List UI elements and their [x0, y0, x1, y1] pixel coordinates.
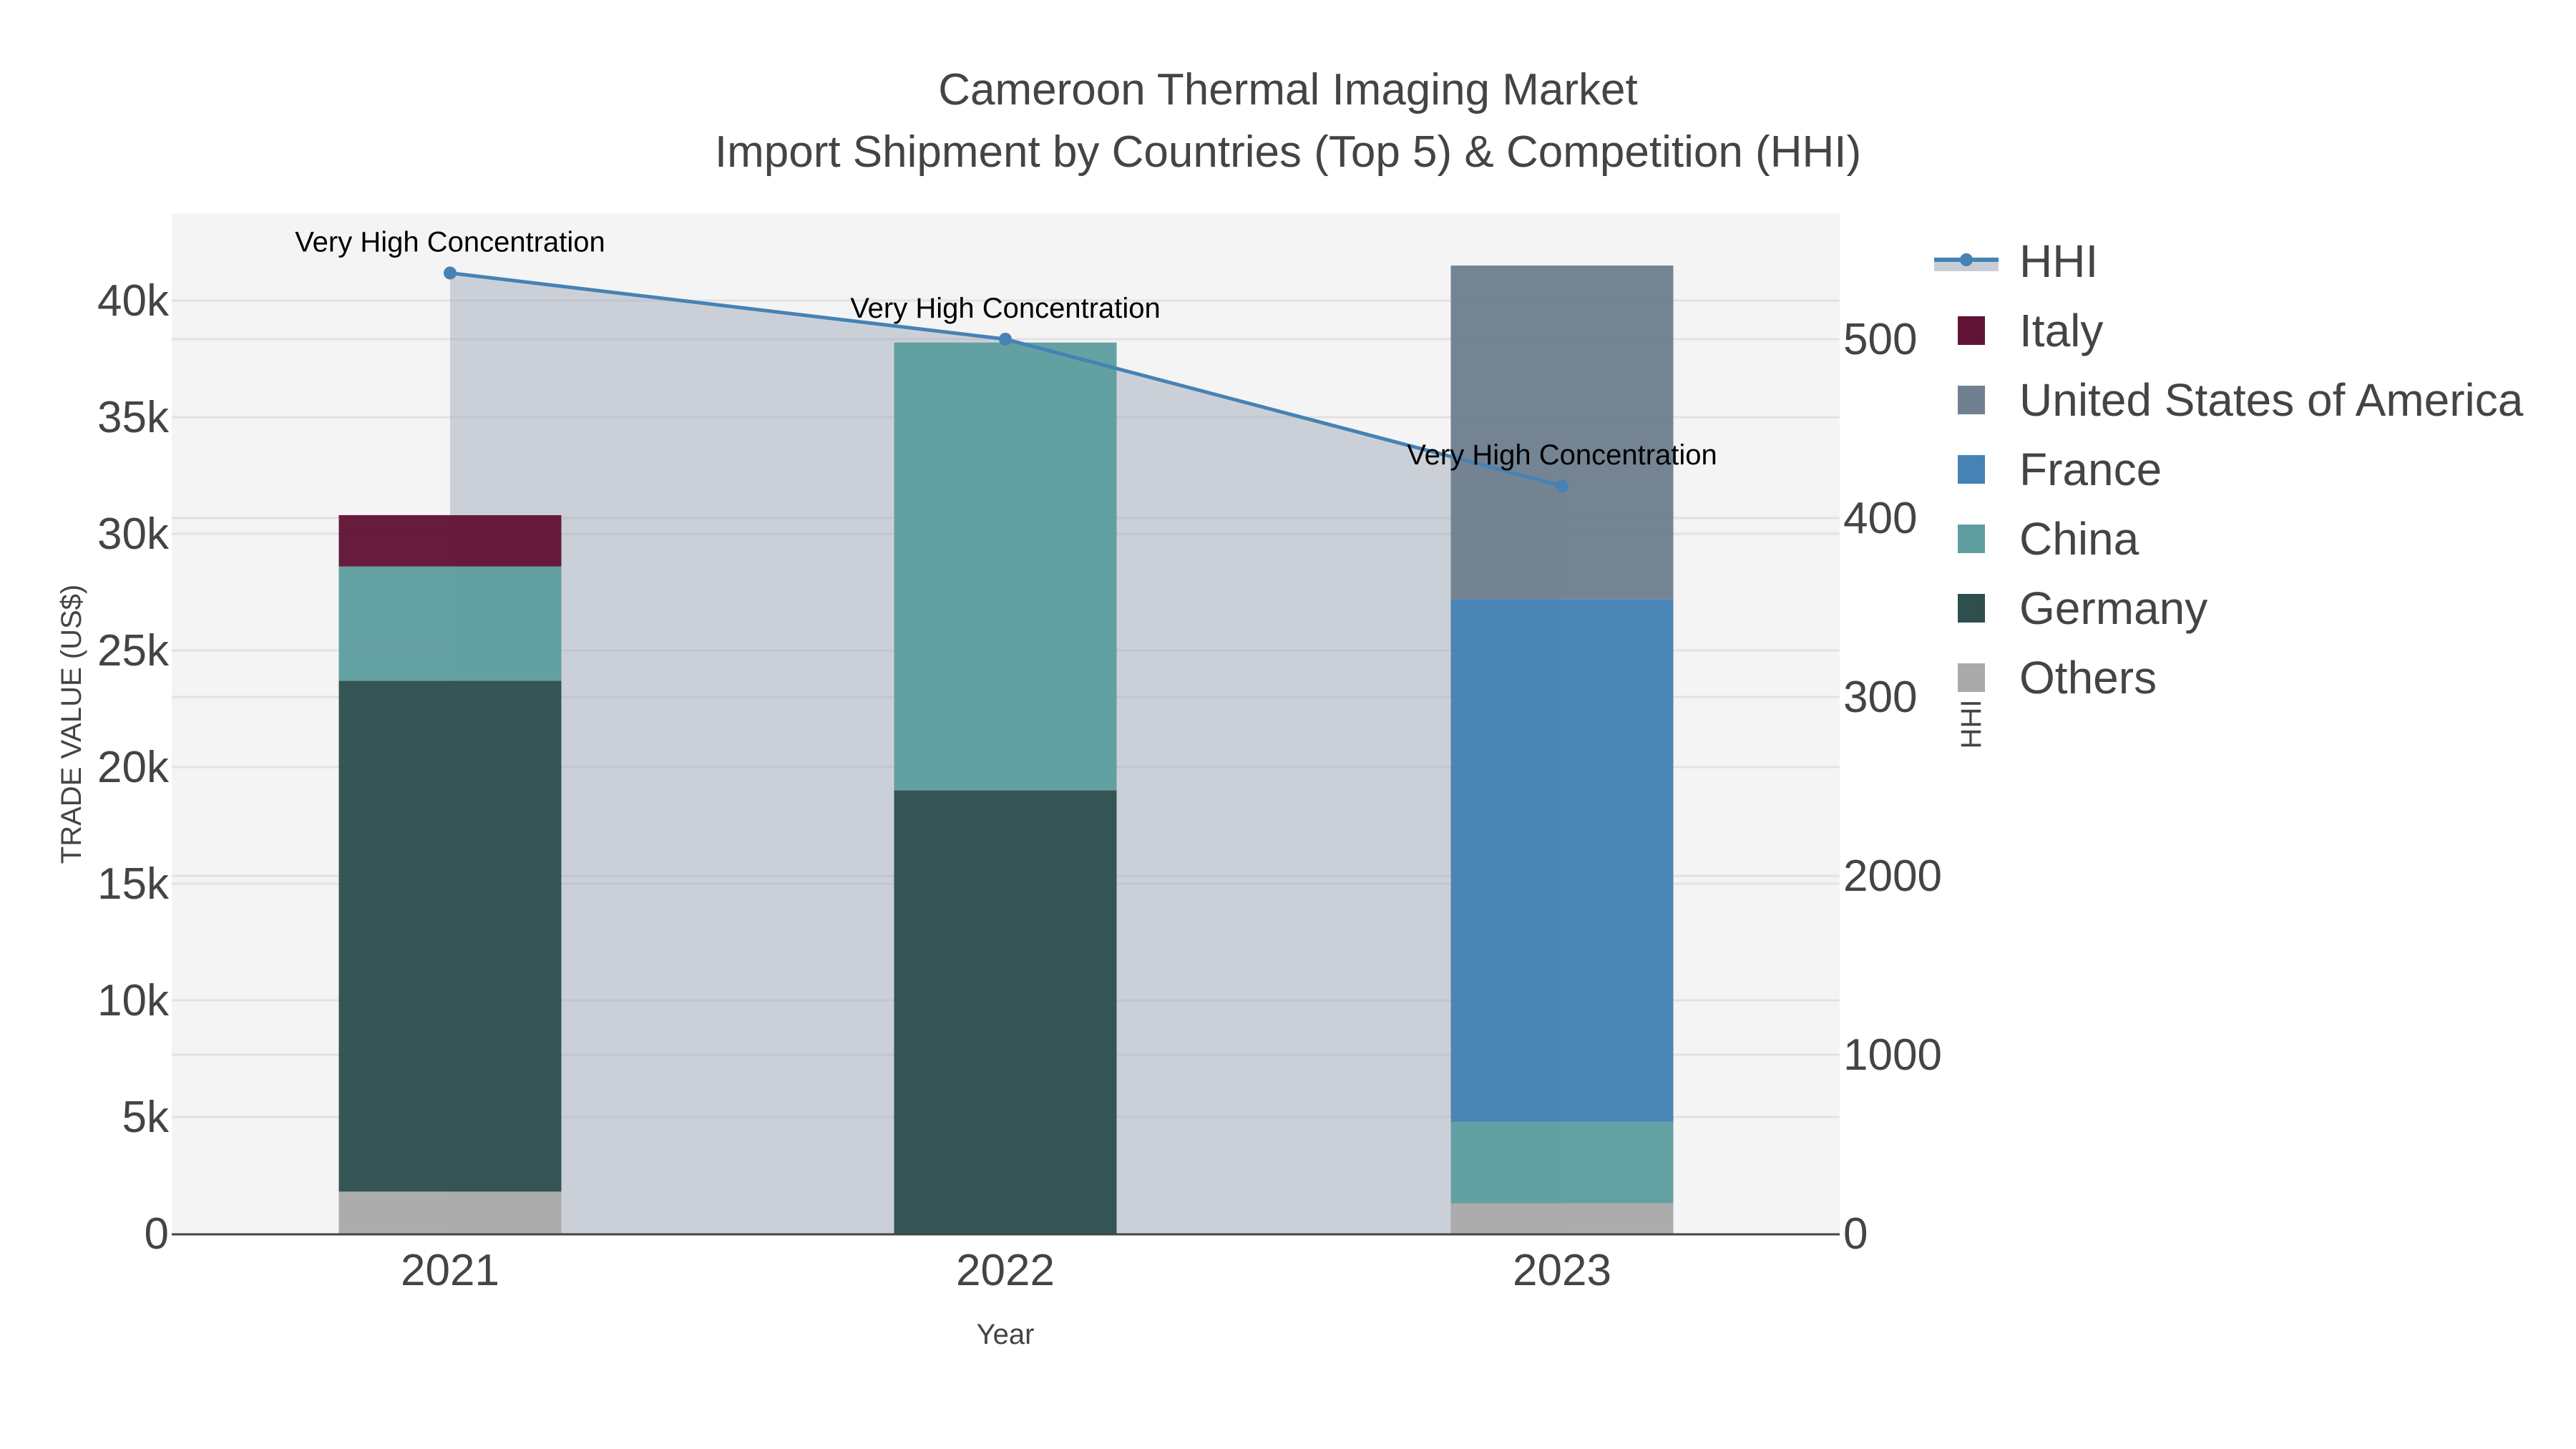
legend-swatch-icon: [1958, 316, 1985, 345]
legend-item-germany[interactable]: Germany: [1958, 582, 2207, 634]
x-tick-label: 2023: [1513, 1246, 1611, 1295]
legend-item-others[interactable]: Others: [1958, 652, 2157, 703]
legend-swatch-icon: [1958, 594, 1985, 623]
chart-subtitle: Import Shipment by Countries (Top 5) & C…: [715, 127, 1861, 177]
y-tick-label: 20k: [97, 743, 170, 792]
bar-segment-others[interactable]: [1450, 1203, 1674, 1234]
y-tick-label: 15k: [97, 859, 170, 909]
y2-tick-label: 400: [1843, 494, 1917, 543]
legend-item-china[interactable]: China: [1958, 513, 2140, 565]
legend-item-united-states-of-america[interactable]: United States of America: [1958, 374, 2524, 426]
legend-label: United States of America: [2019, 374, 2524, 426]
bar-segment-france[interactable]: [1450, 599, 1674, 1122]
x-tick-label: 2021: [401, 1246, 499, 1295]
bars: [338, 265, 1674, 1234]
legend-item-france[interactable]: France: [1958, 444, 2162, 495]
chart-title: Cameroon Thermal Imaging Market: [938, 65, 1637, 114]
legend-label: Italy: [2019, 305, 2103, 356]
y-tick-label: 25k: [97, 626, 170, 675]
bar-segment-china[interactable]: [894, 342, 1117, 791]
hhi-annotation: Very High Concentration: [850, 293, 1161, 324]
y-tick-label: 5k: [122, 1093, 170, 1142]
y2-tick-label: 300: [1843, 673, 1917, 722]
hhi-annotation: Very High Concentration: [295, 227, 605, 258]
legend-label: China: [2019, 513, 2140, 565]
y2-tick-label: 1000: [1843, 1030, 1942, 1080]
y2-tick-label: 2000: [1843, 852, 1942, 901]
legend-label: Others: [2019, 652, 2157, 703]
y-axis-ticks: 0 5k 10k 15k 20k 25k 30k 35k 40k: [97, 276, 170, 1259]
bar-segment-germany[interactable]: [338, 680, 562, 1192]
bar-segment-italy[interactable]: [338, 514, 562, 567]
hhi-marker[interactable]: [444, 266, 457, 280]
bar-segment-china[interactable]: [1450, 1121, 1674, 1204]
y2-axis-ticks: 0 1000 2000 300 400 500: [1843, 315, 1942, 1259]
y-tick-label: 35k: [97, 393, 170, 442]
legend-swatch-icon: [1958, 525, 1985, 553]
legend-swatch-icon: [1958, 386, 1985, 414]
y2-tick-label: 500: [1843, 315, 1917, 364]
x-axis-title: Year: [977, 1319, 1035, 1350]
y-tick-label: 30k: [97, 509, 170, 559]
legend-item-hhi[interactable]: HHI: [1934, 235, 2098, 287]
y-axis-title: TRADE VALUE (US$): [56, 585, 87, 864]
y-tick-label: 10k: [97, 976, 170, 1025]
legend-swatch-icon: [1958, 663, 1985, 692]
bar-segment-united-states-of-america[interactable]: [1450, 265, 1674, 600]
legend[interactable]: HHI Italy United States of America France Ch…: [1934, 235, 2524, 703]
legend-label: Germany: [2019, 582, 2207, 634]
bar-segment-china[interactable]: [338, 566, 562, 681]
y-tick-label: 0: [145, 1209, 169, 1259]
legend-item-italy[interactable]: Italy: [1958, 305, 2103, 356]
hhi-marker[interactable]: [1556, 479, 1568, 492]
x-axis-ticks: 2021 2022 2023: [401, 1246, 1611, 1295]
hhi-marker[interactable]: [999, 333, 1012, 346]
y-tick-label: 40k: [97, 276, 170, 326]
legend-label: France: [2019, 444, 2162, 495]
bar-segment-others[interactable]: [338, 1191, 562, 1234]
hhi-annotation: Very High Concentration: [1407, 439, 1717, 471]
x-tick-label: 2022: [956, 1246, 1055, 1295]
hhi-line: [444, 266, 1568, 492]
legend-swatch-icon: [1958, 455, 1985, 484]
y2-axis-title: HHI: [1956, 700, 1987, 749]
legend-label: HHI: [2019, 235, 2098, 287]
bar-segment-germany[interactable]: [894, 790, 1117, 1234]
y2-tick-label: 0: [1843, 1209, 1868, 1259]
annotations: Very High Concentration Very High Concent…: [295, 227, 1717, 472]
